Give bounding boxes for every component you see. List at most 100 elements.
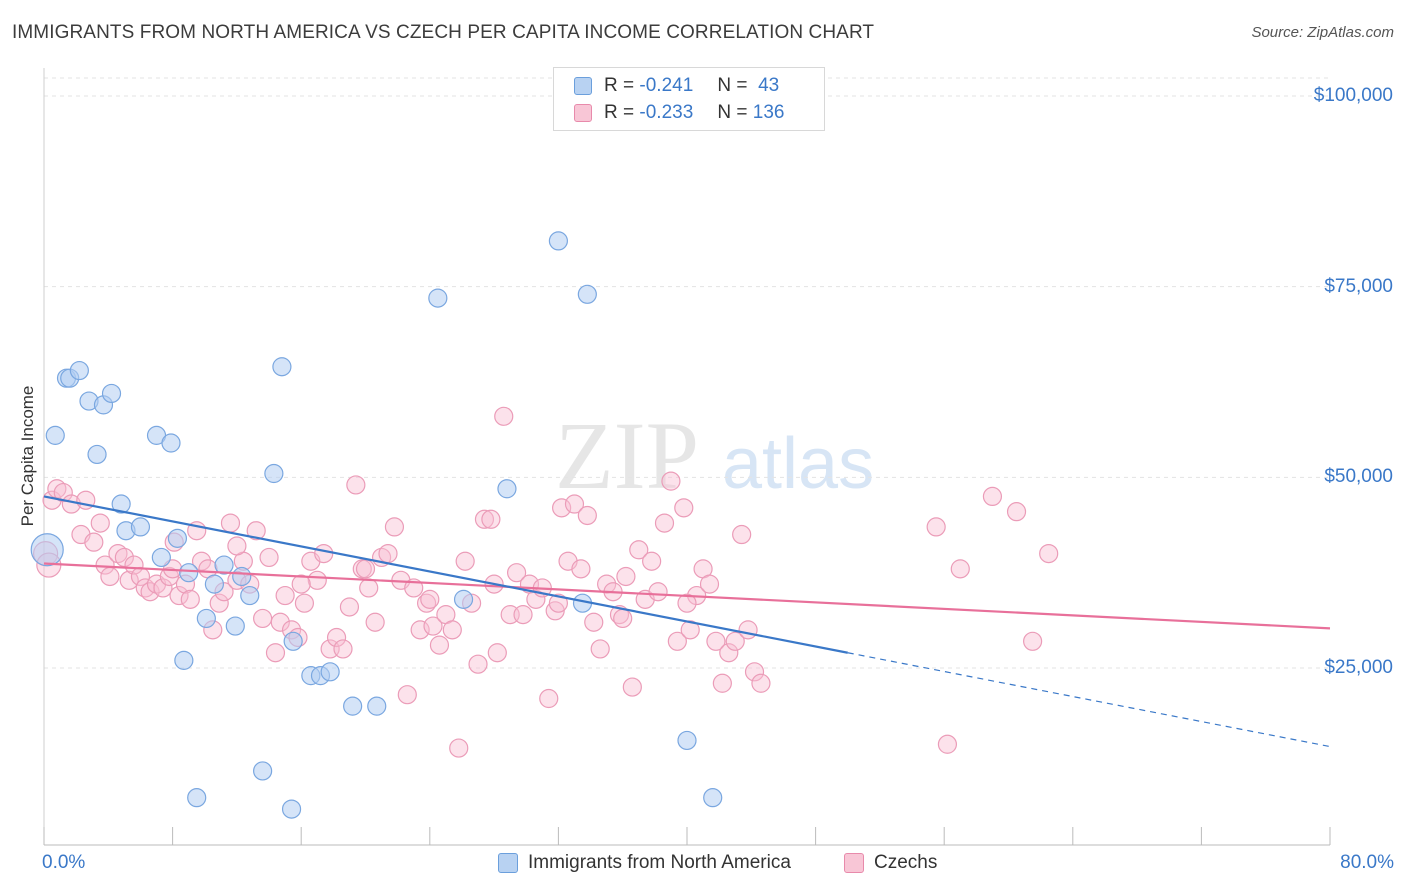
pink-point [564, 494, 585, 514]
pink-point [359, 578, 379, 598]
watermark-atlas: atlas [722, 424, 874, 504]
pink-point [378, 543, 398, 564]
r-label: R = [604, 102, 635, 123]
legend-row-blue: R = -0.241 N = 43 [574, 74, 779, 98]
pink-point [307, 570, 327, 590]
pink-point [597, 574, 617, 594]
pink-point [220, 513, 241, 533]
blue-point [130, 517, 151, 537]
blue-point [196, 608, 216, 629]
pink-r-value: -0.233 [639, 102, 694, 123]
blue-point [548, 231, 569, 251]
blue-point [453, 589, 474, 609]
pink-point [577, 505, 597, 526]
pink-point [937, 734, 958, 754]
x-tick-max: 80.0% [1340, 852, 1394, 873]
blue-point [367, 696, 387, 716]
pink-point [552, 498, 572, 518]
pink-point [751, 673, 771, 693]
legend-row-pink: R = -0.233 N = 136 [574, 101, 784, 125]
pink-point [1023, 631, 1043, 651]
pink-point [259, 547, 279, 568]
blue-point [204, 574, 224, 594]
pink-point [1039, 543, 1059, 564]
y-tick-label: $75,000 [1324, 275, 1393, 297]
blue-point [101, 383, 122, 404]
pink-point [253, 608, 273, 629]
pink-point [333, 639, 353, 659]
pink-point [548, 593, 569, 613]
blue-point [179, 563, 199, 583]
pink-point [629, 540, 649, 560]
pink-point [513, 605, 533, 625]
pink-point [616, 566, 636, 587]
pink-point [355, 559, 376, 579]
pink-point [982, 486, 1003, 506]
pink-point [119, 570, 139, 590]
blue-point [161, 433, 181, 453]
blue-point [264, 463, 284, 484]
pink-point [265, 643, 286, 663]
blue-point [151, 547, 171, 568]
blue-point [167, 528, 188, 548]
n-label: N = [717, 75, 748, 96]
blue-point [225, 616, 245, 636]
pink-point [420, 589, 440, 609]
pink-point [654, 513, 675, 533]
pink-point [291, 574, 311, 594]
pink-point [169, 585, 189, 606]
blue-trend-extension [847, 652, 1331, 748]
y-tick-label: $100,000 [1313, 85, 1393, 106]
pink-point [706, 631, 726, 651]
pink-point [442, 620, 462, 640]
source-label: Source: ZipAtlas.com [1251, 24, 1394, 41]
blue-point [214, 555, 234, 575]
n-label: N = [717, 102, 748, 123]
pink-point [339, 597, 360, 617]
pink-point [1006, 502, 1027, 522]
blue-point [111, 494, 131, 514]
pink-point [699, 574, 720, 594]
blue-point [677, 730, 697, 751]
pink-point [494, 406, 514, 426]
blue-point [343, 696, 363, 716]
pink-point [590, 639, 610, 659]
pink-trend-line [43, 562, 1331, 630]
blue-point [87, 444, 107, 465]
pink-point [674, 498, 694, 518]
blue-point [703, 788, 723, 808]
stats-legend: R = -0.241 N = 43 R = -0.233 N = 136 [553, 67, 825, 131]
pink-point [455, 551, 475, 571]
pink-n-value: 136 [752, 102, 785, 123]
pink-point [191, 551, 212, 571]
pink-point [275, 585, 295, 606]
pink-point [384, 517, 405, 537]
pink-point [397, 685, 417, 705]
pink-point [712, 673, 732, 693]
pink-point [314, 543, 334, 564]
pink-point [539, 688, 559, 709]
blue-point [428, 288, 448, 308]
pink-swatch [574, 104, 592, 122]
blue-point [240, 585, 260, 606]
pink-point [326, 627, 347, 648]
pink-point [642, 551, 662, 571]
blue-point [497, 479, 517, 499]
pink-point [246, 521, 266, 541]
blue-point [577, 284, 597, 304]
pink-point [677, 593, 697, 613]
pink-point [84, 532, 104, 552]
blue-swatch [498, 853, 518, 873]
blue-point [283, 631, 303, 651]
pink-point [584, 612, 604, 632]
pink-point [468, 654, 488, 674]
pink-point [571, 559, 591, 579]
blue-trend-line [43, 495, 848, 654]
pink-point [90, 513, 110, 533]
pink-point [365, 612, 385, 632]
pink-point [680, 620, 700, 640]
blue-point [232, 566, 252, 587]
pink-point [124, 555, 144, 575]
pink-swatch [844, 853, 864, 873]
